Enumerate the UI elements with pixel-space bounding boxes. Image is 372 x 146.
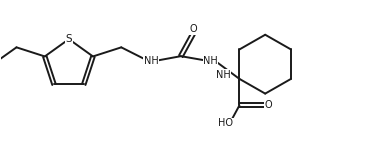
Text: HO: HO xyxy=(218,118,233,128)
Text: O: O xyxy=(190,24,198,34)
Text: NH: NH xyxy=(216,70,231,80)
Text: NH: NH xyxy=(144,56,158,66)
Text: S: S xyxy=(65,34,72,44)
Text: O: O xyxy=(265,100,273,110)
Text: NH: NH xyxy=(203,56,218,66)
